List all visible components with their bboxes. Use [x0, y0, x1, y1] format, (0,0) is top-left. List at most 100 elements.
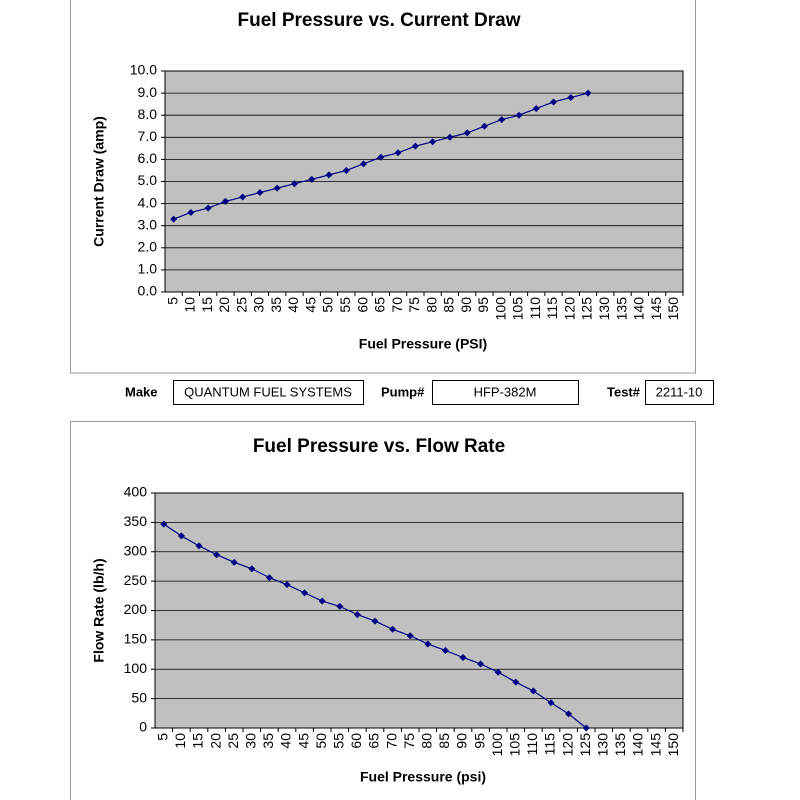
pump-field	[432, 380, 579, 405]
marker	[480, 122, 488, 130]
marker	[187, 208, 195, 216]
y-tick-label: 1.0	[138, 261, 158, 277]
test-value: 2211-10	[656, 384, 703, 399]
marker	[394, 149, 402, 157]
x-tick-label: 130	[596, 297, 612, 321]
y-axis-label: Current Draw (amp)	[91, 116, 107, 247]
chart-title: Fuel Pressure vs. Flow Rate	[253, 436, 505, 457]
x-axis-label: Fuel Pressure (psi)	[360, 769, 486, 785]
y-tick-label: 250	[124, 572, 148, 588]
x-tick-label: 70	[383, 733, 399, 749]
marker	[195, 542, 203, 550]
marker	[256, 189, 264, 197]
x-tick-label: 80	[423, 297, 439, 313]
x-tick-label: 120	[561, 297, 577, 321]
x-tick-label: 95	[471, 733, 487, 749]
make-value: QUANTUM FUEL SYSTEMS	[184, 384, 352, 399]
y-tick-label: 0.0	[138, 283, 158, 299]
marker	[411, 142, 419, 150]
marker	[477, 660, 485, 668]
x-tick-label: 140	[630, 733, 646, 757]
x-tick-label: 110	[527, 297, 543, 320]
x-tick-label: 90	[458, 297, 474, 313]
x-tick-label: 120	[559, 733, 575, 757]
test-label: Test#	[607, 384, 641, 399]
x-tick-label: 60	[348, 733, 364, 749]
y-tick-label: 3.0	[138, 216, 158, 232]
marker	[429, 138, 437, 146]
marker	[336, 602, 344, 610]
marker	[584, 89, 592, 97]
test-field	[645, 380, 714, 405]
y-tick-label: 350	[124, 513, 148, 529]
y-tick-label: 150	[124, 631, 148, 647]
x-tick-label: 110	[524, 733, 540, 756]
x-tick-label: 65	[372, 297, 388, 313]
marker	[459, 654, 467, 661]
y-tick-label: 100	[124, 660, 148, 676]
y-tick-label: 4.0	[138, 194, 158, 210]
x-tick-label: 35	[260, 733, 276, 749]
x-axis-label: Fuel Pressure (PSI)	[359, 336, 487, 352]
x-tick-label: 40	[285, 297, 301, 313]
marker	[342, 166, 350, 174]
y-tick-label: 200	[124, 601, 148, 617]
marker	[213, 551, 221, 559]
marker	[160, 520, 168, 528]
x-tick-label: 135	[612, 733, 628, 757]
marker	[582, 724, 590, 732]
y-tick-label: 50	[131, 689, 147, 705]
x-tick-label: 15	[190, 733, 206, 749]
marker	[221, 197, 229, 205]
x-tick-label: 50	[313, 733, 329, 749]
y-tick-label: 10.0	[130, 62, 157, 78]
marker	[424, 640, 432, 648]
x-tick-label: 15	[199, 297, 215, 313]
y-tick-label: 7.0	[138, 128, 158, 144]
x-tick-label: 140	[631, 297, 647, 321]
marker	[529, 687, 537, 695]
x-tick-label: 150	[665, 297, 681, 321]
marker	[177, 532, 185, 540]
marker	[204, 204, 212, 212]
marker	[567, 94, 575, 102]
x-tick-label: 95	[475, 297, 491, 313]
marker	[547, 699, 555, 707]
y-tick-label: 9.0	[138, 84, 158, 100]
x-tick-label: 55	[331, 733, 347, 749]
x-tick-label: 125	[577, 733, 593, 757]
chart-title: Fuel Pressure vs. Current Draw	[238, 10, 521, 31]
x-tick-label: 40	[278, 733, 294, 749]
make-field	[173, 380, 364, 405]
marker	[515, 111, 523, 119]
marker	[371, 617, 379, 625]
marker	[325, 171, 333, 179]
make-label: Make	[125, 384, 158, 399]
x-tick-label: 100	[489, 733, 505, 757]
marker	[308, 175, 316, 183]
x-tick-label: 35	[268, 297, 284, 313]
y-tick-label: 8.0	[138, 106, 158, 122]
marker	[230, 558, 238, 566]
marker	[273, 184, 281, 192]
x-tick-label: 145	[647, 733, 663, 757]
marker	[291, 180, 298, 188]
marker	[532, 105, 540, 113]
marker	[239, 193, 247, 201]
marker	[360, 160, 368, 168]
marker	[550, 98, 557, 106]
y-axis-label: Flow Rate (lb/h)	[91, 558, 107, 662]
marker	[377, 153, 385, 161]
y-tick-label: 5.0	[138, 172, 158, 188]
x-tick-label: 115	[542, 733, 558, 756]
x-tick-label: 75	[406, 297, 422, 313]
x-tick-label: 10	[182, 297, 198, 313]
marker	[318, 597, 326, 605]
marker	[498, 116, 506, 124]
x-tick-label: 75	[401, 733, 417, 749]
x-tick-label: 65	[366, 733, 382, 749]
x-tick-label: 20	[216, 297, 232, 313]
y-tick-label: 400	[124, 484, 148, 500]
x-tick-label: 10	[172, 733, 188, 749]
